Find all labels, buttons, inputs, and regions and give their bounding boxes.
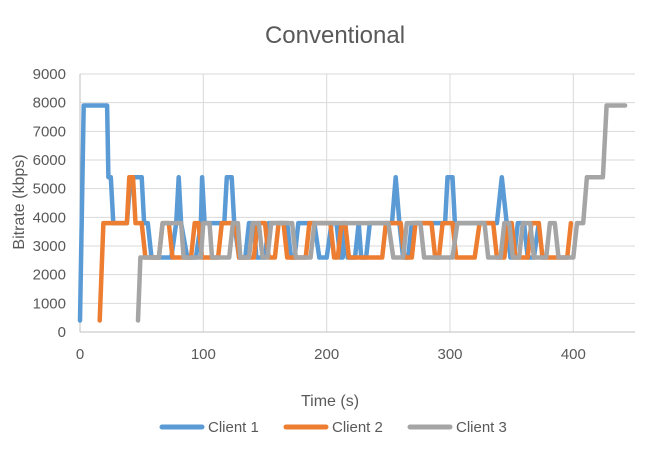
x-tick-label: 0: [76, 346, 84, 363]
tick-labels: 0 1000 2000 3000 4000 5000 6000 7000 8000 9000 0 10…: [33, 66, 586, 363]
y-tick-label: 3000: [33, 238, 66, 255]
axes: [79, 74, 635, 333]
gridlines: [80, 73, 635, 332]
y-tick-label: 6000: [33, 152, 66, 169]
series-line-3: [135, 103, 628, 323]
y-tick-label: 0: [58, 324, 66, 341]
x-tick-label: 200: [314, 346, 339, 363]
y-axis-label: Bitrate (kbps): [11, 154, 28, 249]
legend-label-3: Client 3: [456, 419, 507, 436]
y-tick-label: 7000: [33, 123, 66, 140]
chart-title: Conventional: [265, 22, 405, 49]
y-tick-label: 4000: [33, 209, 66, 226]
series-line-2: [97, 174, 574, 323]
x-tick-label: 300: [437, 346, 462, 363]
legend-label-2: Client 2: [332, 419, 383, 436]
y-tick-label: 5000: [33, 181, 66, 198]
y-tick-label: 8000: [33, 95, 66, 112]
legend-label-1: Client 1: [208, 419, 259, 436]
y-tick-label: 9000: [33, 66, 66, 83]
x-tick-label: 400: [561, 346, 586, 363]
y-tick-label: 1000: [33, 295, 66, 312]
legend: Client 1 Client 2 Client 3: [159, 419, 507, 436]
x-axis-label: Time (s): [301, 393, 359, 410]
series-lines: [77, 103, 628, 323]
y-tick-label: 2000: [33, 267, 66, 284]
x-tick-label: 100: [191, 346, 216, 363]
series-line-1: [77, 103, 542, 323]
